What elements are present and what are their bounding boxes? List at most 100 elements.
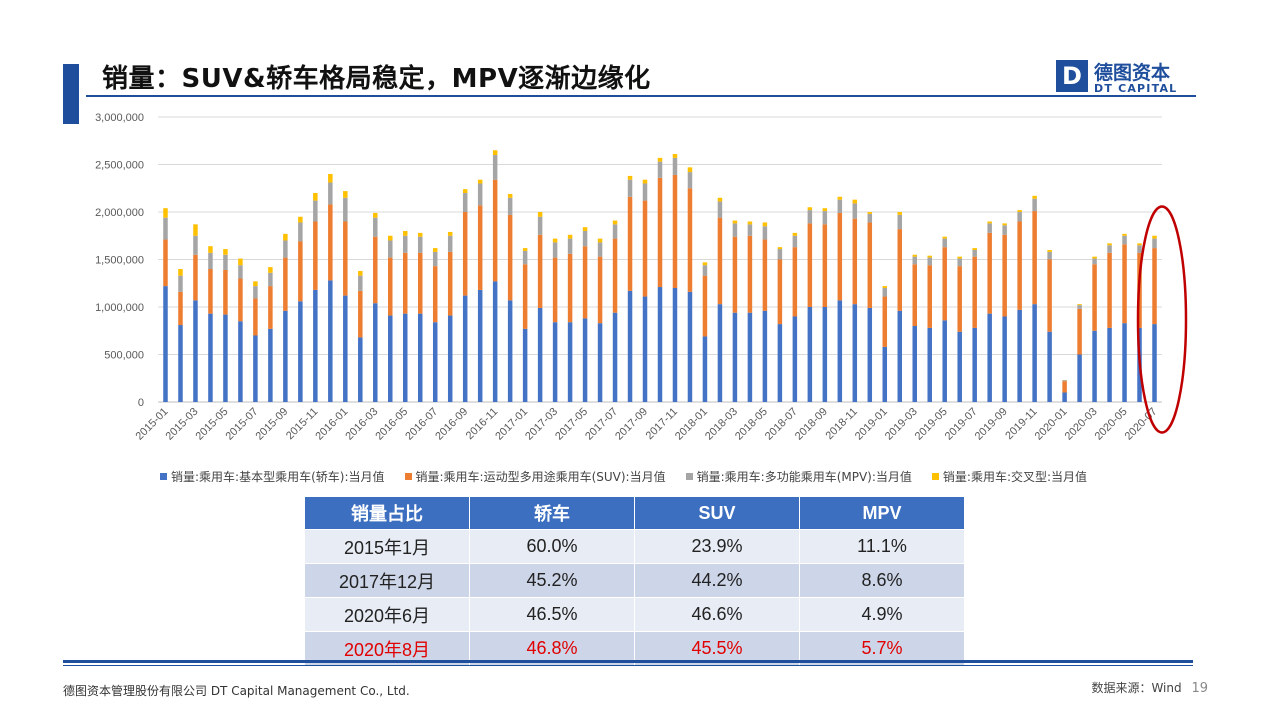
bar-sedan <box>1002 316 1007 402</box>
bar-sedan <box>957 331 962 402</box>
bar-crossover <box>792 232 798 236</box>
bar-mpv <box>388 240 393 258</box>
x-tick-label: 2017-01 <box>493 406 530 443</box>
bar-sedan <box>717 304 723 402</box>
bar-sedan <box>403 313 408 402</box>
bar-suv <box>777 259 783 325</box>
bar-suv <box>193 254 198 301</box>
x-tick-label: 2016-07 <box>403 406 440 443</box>
bar-suv <box>1062 381 1067 393</box>
x-tick-label: 2016-09 <box>433 406 470 443</box>
bar-suv <box>642 200 648 297</box>
x-tick-label: 2019-03 <box>883 406 920 443</box>
bar-sedan <box>612 312 618 402</box>
bar-mpv <box>253 286 258 299</box>
bar-suv <box>987 232 992 314</box>
bar-crossover <box>373 212 378 218</box>
bar-suv <box>432 266 438 323</box>
table-cell: 2017年12月 <box>305 563 470 598</box>
x-tick-label: 2018-01 <box>673 406 710 443</box>
bar-mpv <box>1137 245 1142 253</box>
bar-crossover <box>1032 195 1037 199</box>
logo-english-name: DT CAPITAL <box>1094 82 1178 95</box>
y-tick-label: 0 <box>138 397 144 409</box>
table-row: 2020年6月 46.5% 46.6% 4.9% <box>305 597 965 632</box>
bar-suv <box>507 214 513 301</box>
bar-crossover <box>582 227 588 231</box>
table-header-cell: 轿车 <box>469 497 635 530</box>
highlight-ellipse <box>1136 205 1188 434</box>
bar-suv <box>672 174 678 288</box>
bar-crossover <box>627 175 633 180</box>
bar-mpv <box>567 238 573 254</box>
bar-sedan <box>657 287 663 402</box>
bar-mpv <box>1092 258 1097 265</box>
bar-suv <box>1152 248 1157 325</box>
table-cell: 45.5% <box>634 631 800 665</box>
y-tick-label: 1,500,000 <box>95 255 144 267</box>
bar-crossover <box>597 238 603 243</box>
bar-suv <box>837 212 843 301</box>
table-cell: 60.0% <box>469 529 635 564</box>
bar-sedan <box>238 321 243 402</box>
logo-chinese-name: 德图资本 <box>1094 62 1171 84</box>
bar-sedan <box>627 290 633 402</box>
table-row: 2017年12月 45.2% 44.2% 8.6% <box>305 563 965 598</box>
bar-suv <box>268 286 273 329</box>
bar-suv <box>582 246 588 319</box>
bar-mpv <box>942 238 947 248</box>
bar-mpv <box>343 197 348 222</box>
bar-mpv <box>208 252 213 269</box>
legend-item-suv: 销量:乘用车:运动型多用途乘用车(SUV):当月值 <box>404 468 666 485</box>
x-tick-label: 2016-05 <box>373 406 410 443</box>
bar-suv <box>912 264 917 326</box>
bar-suv <box>1107 252 1112 328</box>
bar-mpv <box>1062 380 1067 382</box>
legend-swatch-crossover <box>931 473 939 480</box>
bar-sedan <box>672 288 678 402</box>
bar-crossover <box>223 249 228 255</box>
bar-mpv <box>702 265 708 276</box>
bar-sedan <box>762 310 768 402</box>
bar-crossover <box>208 246 213 253</box>
bar-suv <box>462 212 468 296</box>
bar-sedan <box>268 328 273 402</box>
bar-mpv <box>507 197 513 215</box>
bar-mpv <box>867 213 873 223</box>
bar-crossover <box>942 236 947 239</box>
bar-crossover <box>1047 250 1052 252</box>
x-tick-label: 2020-03 <box>1063 406 1100 443</box>
bar-crossover <box>567 234 573 239</box>
bar-suv <box>957 266 962 332</box>
bar-crossover <box>253 281 258 287</box>
bar-suv <box>567 253 573 323</box>
bar-suv <box>283 257 288 311</box>
y-tick-label: 2,000,000 <box>95 207 144 219</box>
x-tick-label: 2017-03 <box>523 406 560 443</box>
y-tick-label: 500,000 <box>104 350 144 362</box>
sales-share-table: 销量占比 轿车 SUV MPV 2015年1月 60.0% 23.9% 11.1… <box>305 497 965 665</box>
bar-sedan <box>702 336 708 402</box>
bar-crossover <box>882 286 888 288</box>
bar-suv <box>687 188 693 292</box>
bar-suv <box>163 239 168 287</box>
bar-mpv <box>1122 235 1127 245</box>
chart-highlight <box>1136 205 1188 434</box>
bar-sedan <box>1077 354 1082 402</box>
bar-suv <box>882 296 888 347</box>
bar-sedan <box>597 323 603 402</box>
table-cell: 2020年8月 <box>305 631 470 665</box>
bar-crossover <box>657 157 663 162</box>
bar-mpv <box>522 250 528 265</box>
bar-sedan <box>582 318 588 402</box>
x-tick-label: 2016-03 <box>343 406 380 443</box>
chart-y-axis: 0 500,000 1,000,000 1,500,000 2,000,000 2,500… <box>95 112 144 409</box>
bar-crossover <box>1152 235 1157 239</box>
bar-suv <box>1077 308 1082 355</box>
legend-item-mpv: 销量:乘用车:多功能乘用车(MPV):当月值 <box>685 468 912 485</box>
bar-suv <box>732 236 738 313</box>
bar-suv <box>178 291 183 326</box>
bar-crossover <box>552 238 558 243</box>
bar-suv <box>657 177 663 288</box>
logo-mark-icon: D <box>1056 60 1088 92</box>
